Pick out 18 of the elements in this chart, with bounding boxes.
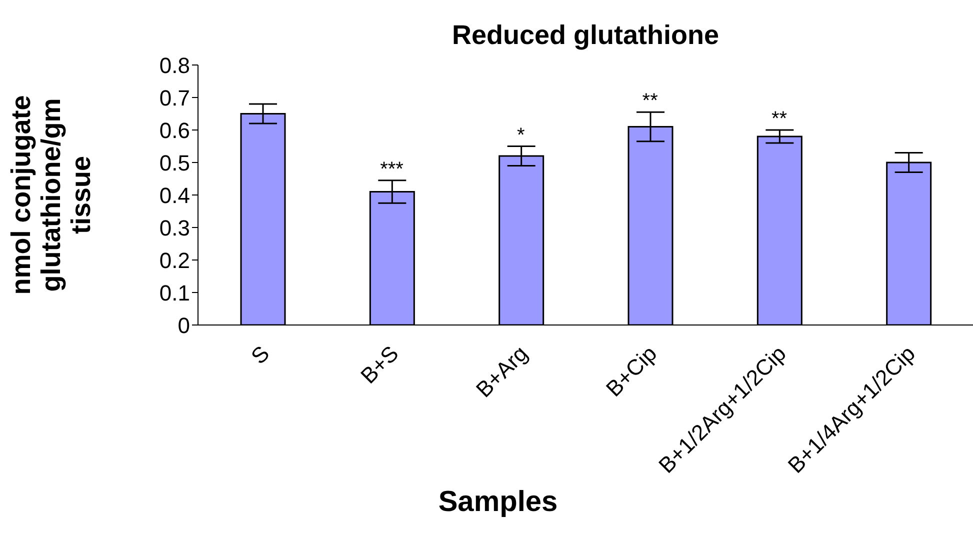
y-axis-title: nmol conjugate glutathione/gm tissue: [6, 95, 96, 295]
annotation: **: [771, 108, 788, 130]
y-tick-label: 0.7: [159, 85, 190, 110]
chart-title: Reduced glutathione: [450, 20, 720, 51]
y-tick-label: 0.8: [159, 52, 190, 78]
annotation: *: [517, 124, 526, 146]
y-tick-label: 0.5: [159, 150, 190, 176]
y-tick-label: 0: [178, 312, 190, 338]
annotation: ***: [380, 158, 404, 180]
annotation: **: [642, 90, 658, 112]
x-tick-label: S: [246, 340, 274, 369]
y-tick-label: 0.4: [159, 182, 190, 208]
y-tick-label: 0.1: [159, 280, 190, 306]
y-tick-label: 0.2: [159, 248, 190, 273]
y-tick-label: 0.6: [159, 118, 190, 143]
x-axis-title: Samples: [437, 486, 559, 519]
x-tick-label: B+S: [356, 340, 404, 388]
y-tick-label: 0.3: [159, 215, 190, 240]
